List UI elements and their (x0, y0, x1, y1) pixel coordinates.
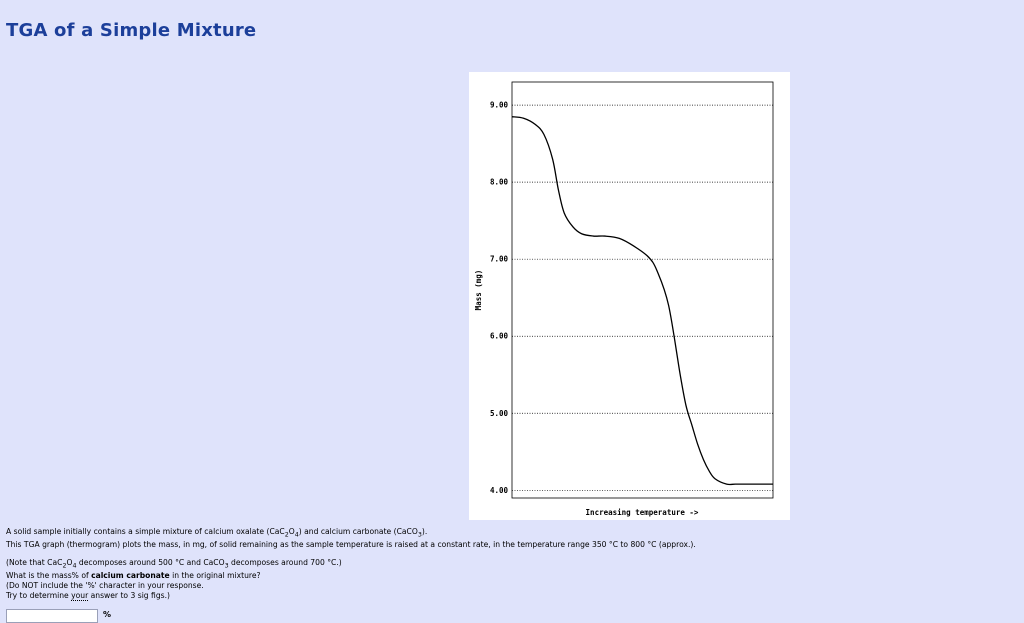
grid-layer (512, 104, 773, 491)
y-tick-label: 8.00 (490, 178, 509, 187)
ask-line: What is the mass% of calcium carbonate i… (6, 570, 261, 580)
question-text: A solid sample initially contains a simp… (6, 527, 696, 601)
hint-line-2: Try to determine your answer to 3 sig fi… (6, 590, 170, 601)
tga-chart: 9.00 8.00 7.00 6.00 5.00 4.00 Mass (mg) Incre… (469, 72, 790, 520)
y-tick-label: 9.00 (490, 101, 509, 110)
x-axis-label: Increasing temperature -> (586, 508, 699, 517)
page-title: TGA of a Simple Mixture (6, 20, 257, 41)
plot-frame (511, 81, 774, 499)
intro-line: A solid sample initially contains a simp… (6, 527, 428, 539)
mass-curve (511, 116, 773, 486)
note-line: (Note that CaC2O4 decomposes around 500 … (6, 557, 342, 570)
hint-line-1: (Do NOT include the '%' character in you… (6, 580, 204, 590)
y-tick-label: 6.00 (490, 332, 509, 341)
y-axis-label: Mass (mg) (474, 270, 483, 311)
y-tick-label: 7.00 (490, 255, 509, 264)
description-line: This TGA graph (thermogram) plots the ma… (6, 539, 696, 549)
y-tick-label: 4.00 (490, 486, 509, 495)
percent-unit: % (103, 610, 112, 619)
y-tick-labels: 9.00 8.00 7.00 6.00 5.00 4.00 (490, 101, 509, 495)
y-tick-label: 5.00 (490, 409, 509, 418)
chart-svg: 9.00 8.00 7.00 6.00 5.00 4.00 Mass (mg) Incre… (474, 81, 774, 517)
